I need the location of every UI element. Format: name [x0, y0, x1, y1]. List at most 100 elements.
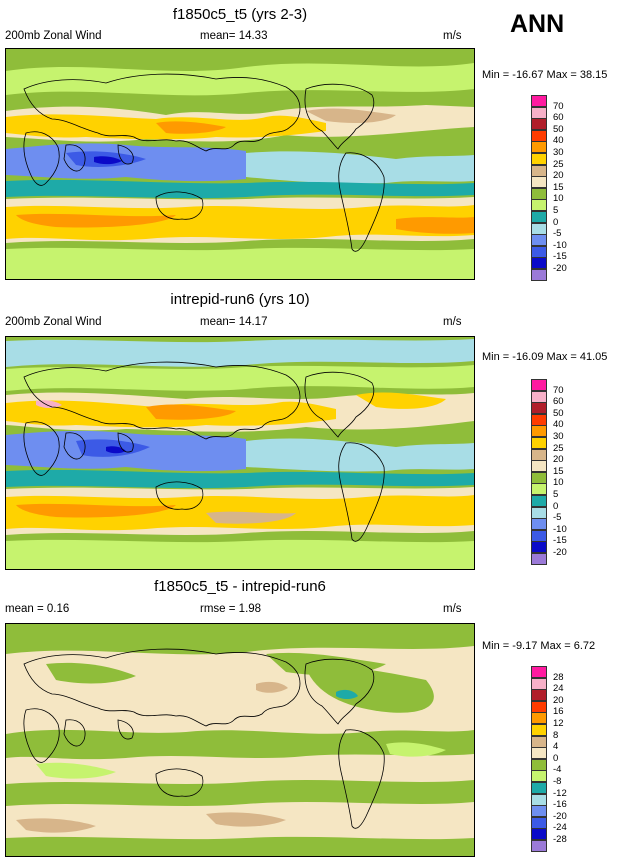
panel1-colorbar-swatch	[531, 129, 547, 142]
panel2-colorbar-tick-label: -20	[553, 547, 567, 558]
panel3-tan-patch-1	[256, 681, 288, 693]
panel3-min-value: -9.17	[512, 640, 538, 652]
panel1-colorbar-swatch	[531, 199, 547, 212]
panel2-colorbar-swatch	[531, 518, 547, 531]
panel3-colorbar-swatch	[531, 782, 547, 795]
panel3-colorbar-tick-label: 16	[553, 706, 564, 718]
panel3-colorbar-swatch	[531, 816, 547, 829]
panel1-contour-plot	[6, 49, 474, 279]
panel2-title: intrepid-run6 (yrs 10)	[170, 291, 310, 308]
panel2-band-polar	[6, 339, 474, 367]
panel3-colorbar-swatch	[531, 712, 547, 725]
panel2-map	[5, 336, 475, 570]
panel2-min-value: -16.09	[512, 351, 544, 363]
season-label: ANN	[510, 10, 565, 38]
panel2-colorbar-tick-label: 60	[553, 396, 564, 408]
panel2-mean-value: 14.17	[238, 316, 268, 328]
panel3-title: f1850c5_t5 - intrepid-run6	[154, 578, 326, 595]
panel2-colorbar-tick-label: 5	[553, 489, 559, 500]
panel1-variable: 200mb Zonal Wind	[5, 30, 102, 42]
panel3-map	[5, 623, 475, 857]
panel1-colorbar-swatch	[531, 269, 547, 282]
panel3-tan-patch-2	[16, 818, 96, 833]
panel1-colorbar-swatch	[531, 245, 547, 258]
panel2-colorbar-tick-label: 50	[553, 407, 564, 419]
panel3-mean-value: 0.16	[46, 603, 70, 615]
panel1-colorbar-swatch	[531, 187, 547, 200]
panel2-colorbar-tick-label: -10	[553, 523, 567, 535]
panel2-nh-yellow-east	[356, 392, 446, 409]
panel2-max-label: Max =	[546, 351, 577, 363]
panel3-teal-patch	[336, 689, 358, 699]
panel3-colorbar-tick-label: -12	[553, 787, 567, 799]
panel3-rmse-value: 1.98	[238, 603, 262, 615]
panel2-band-south-light	[6, 539, 474, 569]
panel3-colorbar-swatch	[531, 735, 547, 748]
panel1-band-sh-jet	[6, 205, 474, 241]
panel3-mean-label: mean =	[5, 603, 44, 615]
panel3-green-band-sh	[6, 780, 474, 806]
panel3-contour-plot	[6, 624, 474, 856]
panel1-nh-jet-core	[156, 121, 226, 134]
panel3-colorbar-swatch	[531, 666, 547, 679]
panel2-colorbar-swatch	[531, 553, 547, 566]
panel2-colorbar-tick-label: 30	[553, 431, 564, 442]
panel1-title: f1850c5_t5 (yrs 2-3)	[172, 6, 308, 23]
panel1-colorbar-swatch	[531, 211, 547, 224]
panel3-colorbar-tick-label: 0	[553, 752, 559, 764]
panel2-sh-tan-patch	[206, 511, 296, 524]
panel3-colorbar-swatch	[531, 828, 547, 841]
panel1-coastlines	[23, 73, 385, 252]
panel3-max-label: Max =	[540, 640, 571, 652]
panel2-band-tropics-light	[246, 438, 474, 472]
panel1-band-equatorial	[6, 179, 474, 199]
panel1-sh-jet-core-west	[16, 213, 176, 228]
panel1-map	[5, 48, 475, 280]
panel1-colorbar-swatch	[531, 106, 547, 119]
panel3-colorbar-swatch	[531, 747, 547, 760]
panel2-colorbar-tick-label: 15	[553, 465, 564, 477]
panel1-units: m/s	[443, 30, 462, 42]
panel2-colorbar-swatch	[531, 425, 547, 438]
panel2-nh-jet-core	[146, 404, 236, 420]
panel2-colorbar-swatch	[531, 448, 547, 461]
panel1-colorbar-tick-label: 50	[553, 123, 564, 135]
panel2-units: m/s	[443, 316, 462, 328]
panel3-colorbar-tick-label: 4	[553, 741, 559, 753]
panel1-colorbar-swatch	[531, 95, 547, 108]
panel3-light-patch-2	[386, 742, 446, 757]
panel1-colorbar-tick-label: 5	[553, 205, 559, 216]
panel3-rmse-label: rmse =	[200, 603, 236, 615]
panel1-colorbar-tick-label: 15	[553, 181, 564, 193]
panel3-colorbar-swatch	[531, 770, 547, 783]
panel1-max-value: 38.15	[579, 69, 608, 81]
panel1-colorbar-tick-label: -10	[553, 239, 567, 251]
panel2-colorbar-tick-label: -5	[553, 512, 562, 524]
panel1-nh-tan-patch	[306, 108, 396, 123]
panel3-colorbar-tick-label: -28	[553, 834, 567, 845]
panel2-colorbar-swatch	[531, 541, 547, 554]
panel2-colorbar-tick-label: 40	[553, 419, 564, 431]
panel2-colorbar-swatch	[531, 495, 547, 508]
panel1-colorbar-swatch	[531, 118, 547, 131]
panel2-band-equatorial	[6, 469, 474, 489]
panel3-colorbar-tick-label: 28	[553, 671, 564, 683]
panel2-colorbar-swatch	[531, 390, 547, 403]
panel3-colorbar-swatch	[531, 840, 547, 853]
panel2-colorbar-tick-label: 20	[553, 454, 564, 466]
panel3-max-value: 6.72	[573, 640, 596, 652]
panel3-colorbar-tick-label: 12	[553, 718, 564, 729]
panel1-colorbar-swatch	[531, 234, 547, 247]
panel1-colorbar-swatch	[531, 141, 547, 154]
panel1-tropics-min	[94, 156, 122, 165]
panel1-colorbar-tick-label: -20	[553, 263, 567, 274]
panel2-colorbar-tick-label: -15	[553, 535, 567, 547]
panel3-polar-green	[6, 624, 474, 655]
panel3-colorbar-swatch	[531, 724, 547, 737]
panel3-tan-patch-3	[206, 812, 286, 827]
panel2-contour-plot	[6, 337, 474, 569]
panel1-colorbar-tick-label: -15	[553, 251, 567, 263]
panel3-colorbar-swatch	[531, 805, 547, 818]
panel2-band-north-light	[6, 365, 474, 391]
panel1-band-north-light	[6, 63, 474, 96]
